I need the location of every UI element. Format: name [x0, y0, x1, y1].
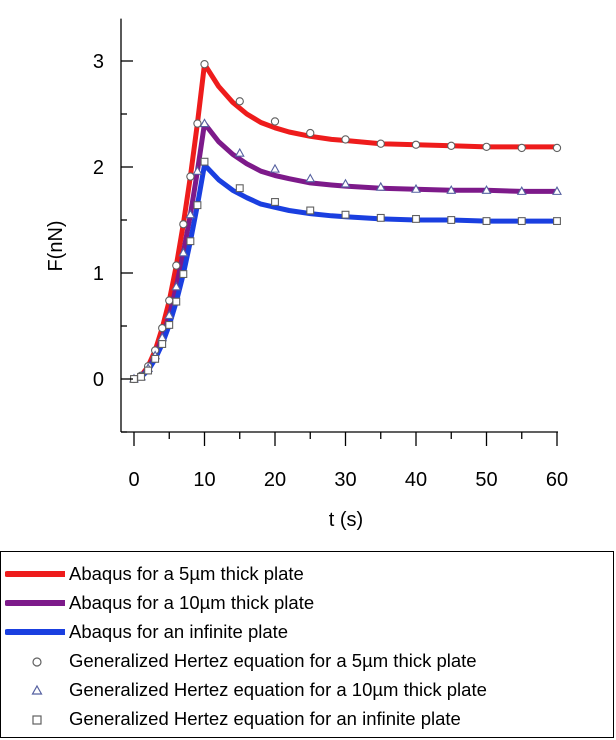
- data-point-hertz-10um: [305, 173, 316, 183]
- data-point-hertz-infinite: [447, 216, 456, 224]
- data-point-hertz-5um: [158, 323, 167, 333]
- data-point-hertz-infinite: [306, 206, 315, 215]
- data-point-hertz-5um: [341, 135, 350, 144]
- data-point-hertz-10um: [192, 165, 203, 175]
- x-tick-label: 10: [193, 469, 215, 491]
- x-tick-label: 60: [546, 469, 568, 491]
- data-point-hertz-10um: [171, 281, 182, 291]
- data-point-hertz-infinite: [151, 354, 160, 363]
- x-tick-label: 50: [475, 469, 497, 491]
- legend-label-hertz-infinite: Generalized Hertez equation for an infin…: [69, 708, 461, 729]
- data-point-hertz-5um: [306, 128, 315, 138]
- x-axis: 0 10 20 30 40 50 60: [121, 431, 568, 491]
- data-point-hertz-10um: [446, 184, 457, 194]
- data-point-hertz-infinite: [376, 213, 385, 222]
- data-point-hertz-infinite: [482, 217, 491, 226]
- data-point-hertz-5um: [270, 117, 280, 126]
- data-point-hertz-infinite: [165, 320, 174, 329]
- data-point-hertz-10um: [164, 310, 175, 319]
- data-point-hertz-infinite: [412, 214, 420, 223]
- y-axis: 0 1 2 3: [93, 18, 133, 433]
- y-tick-label: 3: [93, 51, 104, 73]
- data-point-hertz-10um: [270, 163, 280, 173]
- data-point-hertz-5um: [186, 172, 195, 181]
- legend-item-hertz-10um: Generalized Hertez equation for a 10µm t…: [1, 678, 613, 702]
- legend-item-abaqus-10um: Abaqus for a 10µm thick plate: [1, 591, 613, 615]
- data-point-hertz-10um: [234, 147, 245, 157]
- data-point-hertz-5um: [235, 97, 244, 106]
- x-tick-label: 30: [334, 469, 356, 491]
- data-point-hertz-10um: [516, 186, 527, 195]
- data-point-hertz-infinite: [144, 366, 153, 375]
- plot-area: [129, 60, 562, 384]
- data-point-hertz-10um: [178, 247, 189, 257]
- legend-swatch-abaqus-5um: [5, 571, 65, 577]
- series-line-abaqus-10um: [131, 121, 560, 382]
- x-tick-label: 20: [264, 469, 286, 491]
- data-point-hertz-5um: [193, 119, 202, 128]
- data-point-hertz-5um: [179, 220, 188, 229]
- series-line-abaqus-infinite: [131, 162, 560, 382]
- series-line-abaqus-5um: [131, 61, 560, 382]
- data-point-hertz-infinite: [172, 297, 181, 306]
- legend: Abaqus for a 5µm thick plate Abaqus for …: [0, 551, 614, 738]
- data-point-hertz-infinite: [517, 217, 526, 226]
- data-point-hertz-infinite: [341, 210, 350, 219]
- data-point-hertz-infinite: [200, 157, 209, 166]
- legend-item-hertz-infinite: Generalized Hertez equation for an infin…: [1, 707, 613, 731]
- data-point-hertz-5um: [172, 261, 181, 270]
- data-point-hertz-infinite: [271, 198, 279, 206]
- data-point-hertz-5um: [200, 60, 209, 69]
- data-point-hertz-10um: [552, 186, 562, 195]
- data-point-hertz-10um: [411, 183, 421, 193]
- legend-item-abaqus-infinite: Abaqus for an infinite plate: [1, 620, 613, 644]
- x-tick-label: 40: [405, 469, 427, 491]
- x-axis-title: t (s): [329, 509, 363, 531]
- data-point-hertz-infinite: [179, 270, 188, 279]
- legend-item-abaqus-5um: Abaqus for a 5µm thick plate: [1, 562, 613, 586]
- data-point-hertz-10um: [481, 184, 492, 194]
- circle-marker-icon: [32, 657, 42, 667]
- y-axis-title: F(nN): [45, 220, 67, 271]
- data-point-hertz-infinite: [186, 237, 195, 246]
- chart: 0 1 2 3 0 10 20 30 40 50 60 F(nN) t (s): [45, 18, 568, 531]
- data-point-hertz-10um: [199, 118, 210, 128]
- square-marker-icon: [32, 715, 42, 725]
- data-point-hertz-infinite: [235, 184, 244, 193]
- data-point-hertz-5um: [552, 143, 562, 153]
- legend-swatch-abaqus-10um: [5, 600, 65, 606]
- data-point-hertz-infinite: [158, 340, 167, 348]
- legend-label-abaqus-5um: Abaqus for a 5µm thick plate: [69, 563, 304, 584]
- data-point-hertz-infinite: [553, 217, 561, 226]
- legend-item-hertz-5um: Generalized Hertez equation for a 5µm th…: [1, 649, 613, 673]
- data-point-hertz-infinite: [193, 201, 202, 210]
- triangle-marker-icon: [31, 684, 43, 695]
- data-point-hertz-5um: [447, 141, 456, 150]
- data-point-hertz-5um: [517, 143, 526, 153]
- data-point-hertz-5um: [411, 140, 421, 149]
- data-point-hertz-5um: [482, 142, 491, 152]
- data-point-hertz-5um: [376, 139, 385, 148]
- y-tick-label: 2: [93, 157, 104, 179]
- legend-label-abaqus-10um: Abaqus for a 10µm thick plate: [69, 592, 315, 613]
- y-tick-label: 0: [93, 369, 104, 391]
- data-point-hertz-10um: [185, 209, 196, 219]
- legend-label-hertz-5um: Generalized Hertez equation for a 5µm th…: [69, 650, 477, 671]
- data-point-hertz-5um: [165, 296, 174, 305]
- data-point-hertz-infinite: [137, 372, 145, 381]
- x-tick-label: 0: [128, 469, 139, 491]
- legend-label-abaqus-infinite: Abaqus for an infinite plate: [69, 621, 289, 642]
- y-tick-label: 1: [93, 263, 104, 285]
- data-point-hertz-10um: [340, 178, 351, 188]
- legend-label-hertz-10um: Generalized Hertez equation for a 10µm t…: [69, 679, 487, 700]
- legend-swatch-abaqus-infinite: [5, 629, 65, 635]
- data-point-hertz-10um: [375, 181, 386, 191]
